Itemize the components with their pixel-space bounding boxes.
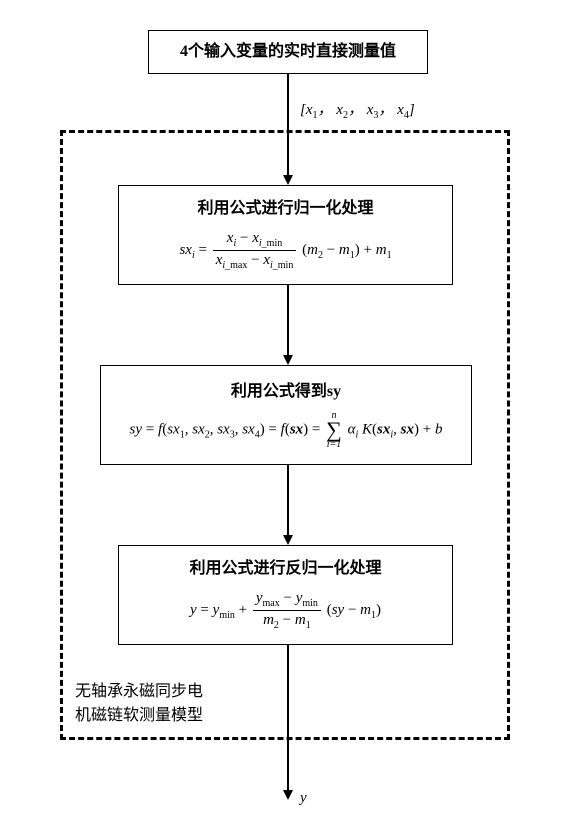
input-box: 4个输入变量的实时直接测量值 <box>148 30 428 74</box>
side-label-line2: 机磁链软测量模型 <box>75 707 203 724</box>
normalize-formula: sxi = xi − xi_minxi_max − xi_min (m2 − m… <box>179 229 391 272</box>
arrow-2-head <box>283 355 293 365</box>
side-label: 无轴承永磁同步电 机磁链软测量模型 <box>75 680 203 728</box>
fsx-title: 利用公式得到sy <box>231 381 341 403</box>
fsx-box: 利用公式得到sy sy = f(sx1, sx2, sx3, sx4) = f(… <box>100 365 472 465</box>
arrow-3-head <box>283 535 293 545</box>
arrow-2-line <box>287 285 289 355</box>
denorm-box: 利用公式进行反归一化处理 y = ymin + ymax − yminm2 − … <box>118 545 453 645</box>
normalize-box: 利用公式进行归一化处理 sxi = xi − xi_minxi_max − xi… <box>118 185 453 285</box>
arrow-3-line <box>287 465 289 535</box>
denorm-title: 利用公式进行反归一化处理 <box>189 558 381 580</box>
edge-label-x: [x1， x2， x3， x4] <box>300 98 415 121</box>
input-title: 4个输入变量的实时直接测量值 <box>180 41 396 63</box>
normalize-title: 利用公式进行归一化处理 <box>197 198 373 220</box>
arrow-4-head <box>283 790 293 800</box>
fsx-formula: sy = f(sx1, sx2, sx3, sx4) = f(sx) = n∑i… <box>130 411 443 449</box>
side-label-line1: 无轴承永磁同步电 <box>75 683 203 700</box>
denorm-formula: y = ymin + ymax − yminm2 − m1 (sy − m1) <box>190 589 381 632</box>
arrow-4-line <box>287 645 289 790</box>
output-label: y <box>300 790 307 807</box>
